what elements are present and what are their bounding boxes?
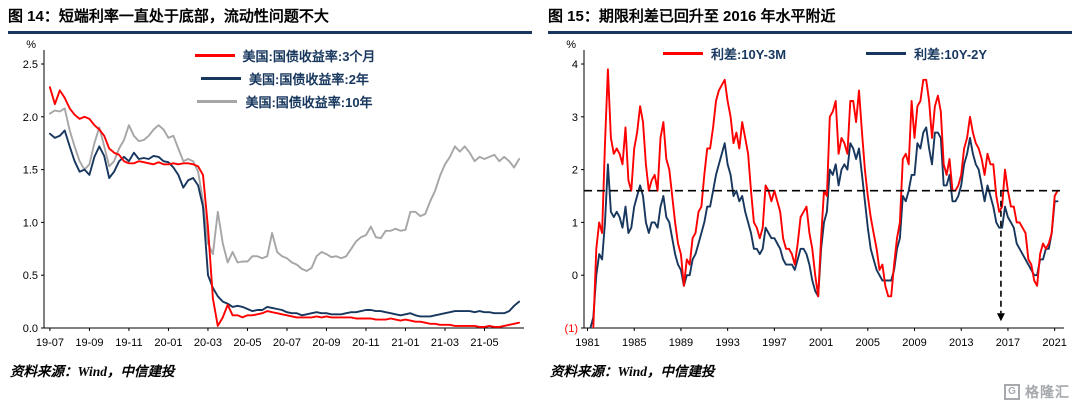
x-tick-label: 1993 <box>715 337 739 349</box>
y-tick-label: 4 <box>572 59 578 71</box>
figure-15-plot: (1) 0 1 2 3 4% 1981 1985 1989 1993 1997 2001 2005 200… <box>565 39 1067 349</box>
y-tick-label: 0.0 <box>23 323 38 335</box>
x-tick-label: 21-03 <box>431 337 459 349</box>
gelonghui-watermark: G 格隆汇 <box>1004 382 1070 402</box>
x-tick-label: 20-01 <box>154 337 182 349</box>
x-tick-label: 19-07 <box>36 337 64 349</box>
gelonghui-logo-text: 格隆汇 <box>1025 384 1070 400</box>
series-us-treasury-2y <box>48 129 521 318</box>
x-tick-label: 1997 <box>762 337 786 349</box>
x-tick-label: 2009 <box>902 337 926 349</box>
x-tick-label: 19-09 <box>75 337 103 349</box>
x-tick-label: 2021 <box>1042 337 1066 349</box>
figure-15-source: 资料来源：Wind，中信建投 <box>548 360 1072 381</box>
x-tick-label: 1981 <box>575 337 599 349</box>
series-group <box>48 86 521 328</box>
x-tick-label: 20-05 <box>233 337 261 349</box>
series-us-treasury-10y <box>48 107 521 272</box>
x-tick-label: 21-01 <box>391 337 419 349</box>
y-axis-unit-label: % <box>566 39 576 51</box>
x-tick-label: 20-11 <box>352 337 379 349</box>
x-tick-label: 2005 <box>856 337 880 349</box>
x-tick-label: 20-03 <box>194 337 222 349</box>
series-spread-10y-2y <box>589 126 1059 328</box>
series-spread-10y-3m <box>592 68 1059 328</box>
figure-14-plot: 0.0 0.5 1.0 1.5 2.0 2.5% 19-07 19-09 19-11 20-01 2… <box>23 39 524 349</box>
figure-14-panel: 图 14：短端利率一直处于底部，流动性问题不大 0.0 0.5 1.0 1.5 2.0 2… <box>8 5 532 410</box>
x-tick-label: 2017 <box>996 337 1020 349</box>
series-us-treasury-3m <box>48 86 521 328</box>
x-tick-label: 2013 <box>949 337 973 349</box>
x-tick-label: 2001 <box>809 337 833 349</box>
figure-15-title: 图 15：期限利差已回升至 2016 年水平附近 <box>548 8 836 25</box>
y-tick-label: 1 <box>572 217 578 229</box>
x-tick-label: 20-09 <box>312 337 340 349</box>
y-tick-label: 0.5 <box>23 270 38 282</box>
arrowhead-down-icon <box>996 313 1005 322</box>
x-tick-label: 20-07 <box>273 337 301 349</box>
figure-15-chart-area: (1) 0 1 2 3 4% 1981 1985 1989 1993 1997 2001 2005 200… <box>548 36 1072 354</box>
figure-15-panel: 图 15：期限利差已回升至 2016 年水平附近 (1) 0 1 2 3 4% 1981 19… <box>548 5 1072 410</box>
x-tick-label: 21-05 <box>470 337 498 349</box>
y-tick-label: (1) <box>565 323 578 335</box>
figure-15-title-rule <box>548 31 1072 34</box>
figure-14-title: 图 14：短端利率一直处于底部，流动性问题不大 <box>8 8 329 25</box>
y-tick-label: 1.5 <box>23 165 38 177</box>
series-group <box>589 68 1059 328</box>
figure-14-title-rule <box>8 31 532 34</box>
y-tick-label: 2.0 <box>23 112 38 124</box>
y-tick-label: 2.5 <box>23 59 38 71</box>
figure-14-source-text: 资料来源：Wind，中信建投 <box>10 364 175 379</box>
figure-15-source-text: 资料来源：Wind，中信建投 <box>550 364 715 379</box>
figure-14-chart-area: 0.0 0.5 1.0 1.5 2.0 2.5% 19-07 19-09 19-11 20-01 2… <box>8 36 532 354</box>
y-tick-label: 3 <box>572 112 578 124</box>
gelonghui-logo-icon: G <box>1004 384 1020 400</box>
x-tick-label: 1985 <box>622 337 646 349</box>
y-tick-label: 1.0 <box>23 217 38 229</box>
x-tick-label: 1989 <box>669 337 693 349</box>
x-tick-label: 19-11 <box>115 337 142 349</box>
y-tick-label: 2 <box>572 165 578 177</box>
y-axis-unit-label: % <box>26 39 36 51</box>
y-tick-label: 0 <box>572 270 578 282</box>
figure-14-source: 资料来源：Wind，中信建投 <box>8 360 532 381</box>
